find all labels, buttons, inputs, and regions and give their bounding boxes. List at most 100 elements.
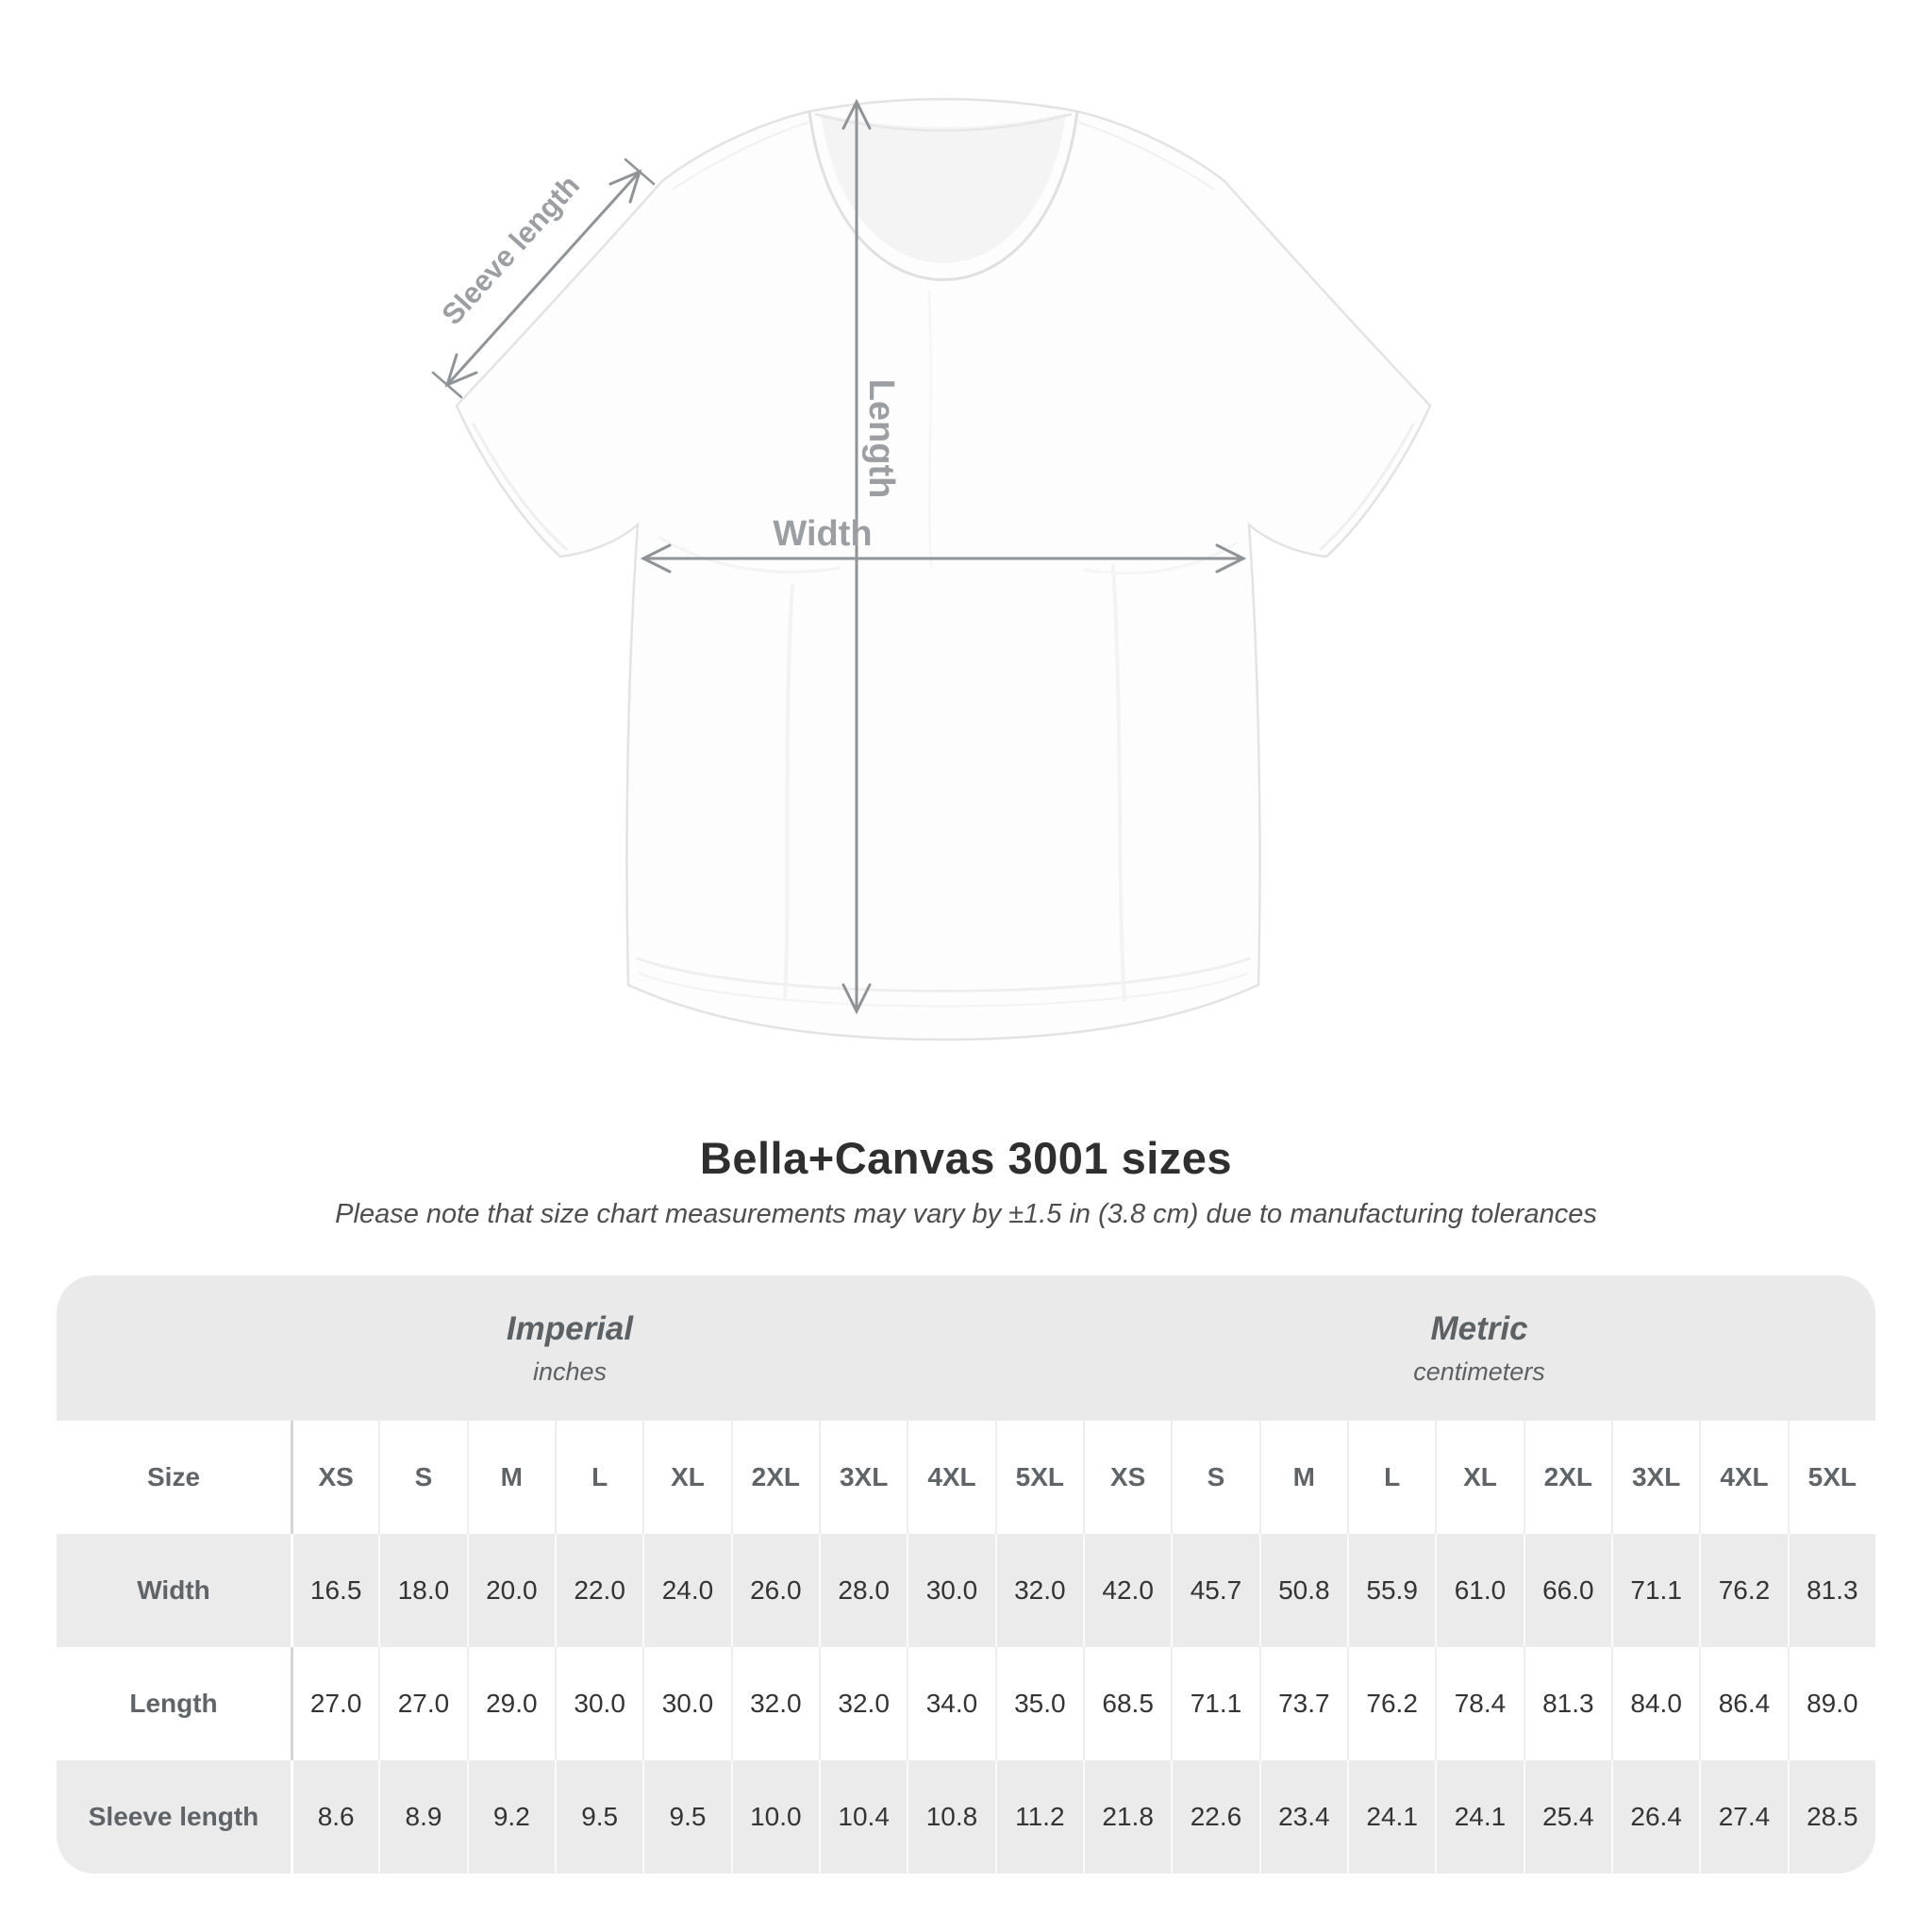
value-cell: 29.0 [466,1647,555,1760]
value-cell: 71.1 [1611,1534,1699,1647]
value-cell: 61.0 [1435,1534,1523,1647]
value-cell: 22.0 [555,1534,642,1647]
value-cell: 86.4 [1699,1647,1787,1760]
tshirt-body [455,97,1432,1041]
collar-outer-seam [808,110,1079,281]
size-header: S [1171,1421,1258,1534]
value-cell: 23.4 [1258,1760,1347,1874]
value-cell: 32.0 [819,1647,907,1760]
value-cell: 71.1 [1171,1647,1258,1760]
metric-unit: centimeters [1413,1357,1545,1386]
table-row-width: Width 16.5 18.0 20.0 22.0 24.0 26.0 28.0… [57,1534,1875,1647]
row-label: Width [137,1575,210,1605]
size-header: 5XL [994,1421,1083,1534]
value-cell: 27.0 [378,1647,466,1760]
value-cell: 50.8 [1258,1534,1347,1647]
value-cell: 16.5 [291,1534,378,1647]
value-cell: 55.9 [1347,1534,1435,1647]
value-cell: 25.4 [1523,1760,1611,1874]
table-row-sleeve-length: Sleeve length 8.6 8.9 9.2 9.5 9.5 10.0 1… [57,1760,1875,1874]
value-cell: 68.5 [1083,1647,1171,1760]
value-cell: 26.4 [1611,1760,1699,1874]
imperial-label: Imperial [506,1309,634,1347]
metric-group-header: Metric centimeters [1083,1275,1875,1421]
size-header: S [378,1421,466,1534]
value-cell: 34.0 [907,1647,994,1760]
value-cell: 22.6 [1171,1760,1258,1874]
value-cell: 24.1 [1347,1760,1435,1874]
value-cell: 32.0 [994,1534,1083,1647]
imperial-unit: inches [532,1357,608,1386]
page-title: Bella+Canvas 3001 sizes [699,1133,1233,1183]
units-band: Imperial inches Metric centimeters [57,1275,1875,1421]
value-cell: 11.2 [994,1760,1083,1874]
value-cell: 32.0 [730,1647,819,1760]
measurement-arrows [431,98,1247,1015]
value-cell: 42.0 [1083,1534,1171,1647]
size-header: XS [1083,1421,1171,1534]
value-cell: 81.3 [1787,1534,1875,1647]
length-label: Length [861,379,901,499]
tshirt-illustration [455,97,1432,1041]
size-header: 3XL [1611,1421,1699,1534]
size-header: 5XL [1787,1421,1875,1534]
value-cell: 76.2 [1699,1534,1787,1647]
size-header: L [1347,1421,1435,1534]
value-cell: 28.0 [819,1534,907,1647]
value-cell: 73.7 [1258,1647,1347,1760]
size-header: 4XL [907,1421,994,1534]
title-block: Bella+Canvas 3001 sizes Please note that… [0,1132,1932,1230]
width-arrow [640,543,1247,574]
size-header: 3XL [819,1421,907,1534]
value-cell: 26.0 [730,1534,819,1647]
imperial-group-header: Imperial inches [57,1275,1083,1421]
size-table: Imperial inches Metric centimeters Size … [57,1275,1875,1874]
value-cell: 8.6 [291,1760,378,1874]
collar-opening [821,113,1066,263]
row-label: Sleeve length [88,1802,259,1831]
width-label: Width [773,514,872,554]
size-header: M [1258,1421,1347,1534]
row-label: Length [129,1689,218,1718]
value-cell: 28.5 [1787,1760,1875,1874]
value-cell: 78.4 [1435,1647,1523,1760]
value-cell: 8.9 [378,1760,466,1874]
value-cell: 89.0 [1787,1647,1875,1760]
size-header: M [466,1421,555,1534]
value-cell: 66.0 [1523,1534,1611,1647]
size-header: XL [642,1421,730,1534]
size-header: XS [291,1421,378,1534]
value-cell: 9.2 [466,1760,555,1874]
value-cell: 9.5 [642,1760,730,1874]
value-cell: 45.7 [1171,1534,1258,1647]
size-header: XL [1435,1421,1523,1534]
value-cell: 27.0 [291,1647,378,1760]
size-header: L [555,1421,642,1534]
value-cell: 35.0 [994,1647,1083,1760]
value-cell: 18.0 [378,1534,466,1647]
value-cell: 27.4 [1699,1760,1787,1874]
value-cell: 24.0 [642,1534,730,1647]
page-subtitle: Please note that size chart measurements… [335,1199,1597,1229]
value-cell: 30.0 [907,1534,994,1647]
value-cell: 10.8 [907,1760,994,1874]
value-cell: 21.8 [1083,1760,1171,1874]
table-row-length: Length 27.0 27.0 29.0 30.0 30.0 32.0 32.… [57,1647,1875,1760]
value-cell: 24.1 [1435,1760,1523,1874]
value-cell: 30.0 [555,1647,642,1760]
value-cell: 30.0 [642,1647,730,1760]
size-header: 4XL [1699,1421,1787,1534]
value-cell: 10.4 [819,1760,907,1874]
value-cell: 76.2 [1347,1647,1435,1760]
value-cell: 81.3 [1523,1647,1611,1760]
sleeve-length-arrow [431,158,656,399]
value-cell: 9.5 [555,1760,642,1874]
table-header-row: Size XS S M L XL 2XL 3XL 4XL 5XL XS S M … [57,1421,1875,1534]
size-header: 2XL [730,1421,819,1534]
length-arrow [841,98,872,1015]
value-cell: 10.0 [730,1760,819,1874]
value-cell: 84.0 [1611,1647,1699,1760]
metric-label: Metric [1430,1309,1528,1347]
